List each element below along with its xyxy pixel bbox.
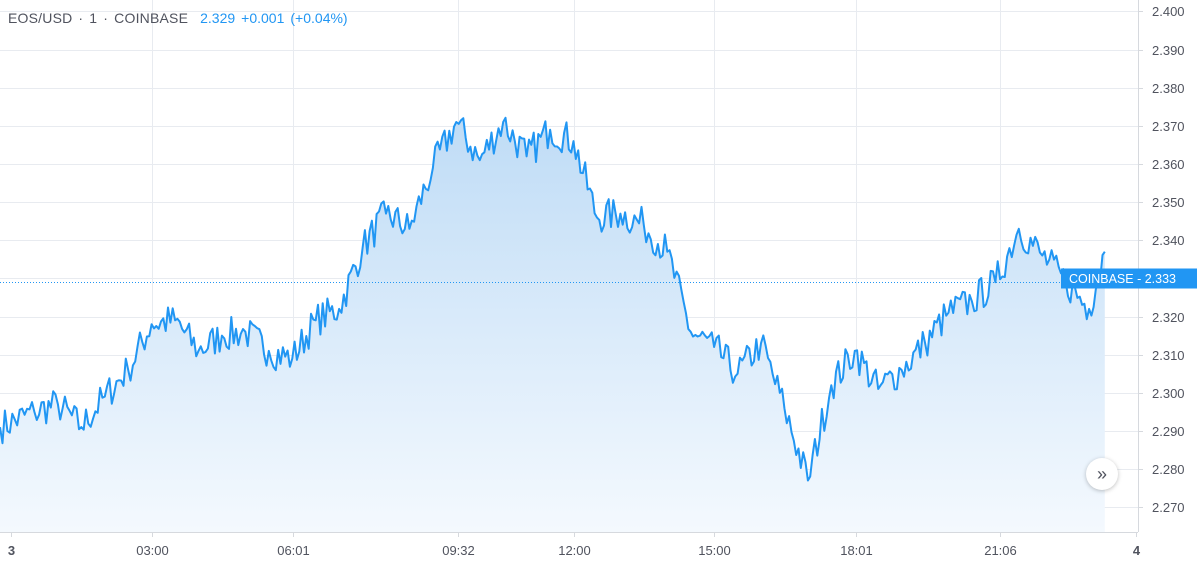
time-axis[interactable]: 3 03:00 06:01 09:32 12:00 15:00 18:01 21:06 4 <box>8 532 1141 558</box>
legend-interval: 1 <box>89 10 98 26</box>
y-tick-label: 2.300 <box>1152 386 1185 401</box>
legend-exchange: COINBASE <box>114 10 189 26</box>
y-tick-label: 2.390 <box>1152 43 1185 58</box>
price-tag-label: COINBASE - 2.333 <box>1069 272 1176 286</box>
y-tick-label: 2.370 <box>1152 119 1185 134</box>
x-tick-label: 06:01 <box>277 543 310 558</box>
y-tick-label: 2.340 <box>1152 233 1185 248</box>
x-tick-label: 03:00 <box>136 543 169 558</box>
y-tick-label: 2.380 <box>1152 81 1185 96</box>
legend-last-price: 2.329 <box>200 10 236 26</box>
y-tick-label: 2.360 <box>1152 157 1185 172</box>
x-tick-label: 3 <box>8 543 15 558</box>
x-tick-label: 18:01 <box>840 543 873 558</box>
x-tick-label: 12:00 <box>558 543 591 558</box>
y-tick-label: 2.270 <box>1152 500 1185 515</box>
legend-symbol[interactable]: EOS/USD <box>8 10 73 26</box>
y-tick-label: 2.400 <box>1152 4 1185 19</box>
y-tick-label: 2.280 <box>1152 462 1185 477</box>
price-line <box>0 116 1106 482</box>
chart-legend: EOS/USD · 1 · COINBASE 2.329 +0.001 (+0.… <box>8 10 348 26</box>
x-tick-label: 21:06 <box>984 543 1017 558</box>
scroll-to-realtime-button[interactable]: » <box>1086 458 1118 490</box>
price-tag-background <box>1061 268 1197 289</box>
y-tick-label: 2.290 <box>1152 424 1185 439</box>
price-axis[interactable]: 2.2702.2802.2902.3002.3102.3202.3302.340… <box>1138 4 1185 515</box>
y-tick-label: 2.320 <box>1152 310 1185 325</box>
legend-separator-2: · <box>103 10 109 26</box>
x-tick-label: 4 <box>1133 543 1141 558</box>
legend-change: +0.001 <box>241 10 285 26</box>
legend-separator: · <box>78 10 84 26</box>
double-chevron-right-icon: » <box>1096 463 1107 484</box>
x-tick-label: 15:00 <box>698 543 731 558</box>
x-tick-label: 09:32 <box>442 543 475 558</box>
y-tick-label: 2.310 <box>1152 348 1185 363</box>
legend-change-pct: (+0.04%) <box>290 10 348 26</box>
price-tag: COINBASE - 2.333 <box>1061 268 1197 289</box>
y-tick-label: 2.350 <box>1152 195 1185 210</box>
price-area-fill <box>0 117 1105 533</box>
